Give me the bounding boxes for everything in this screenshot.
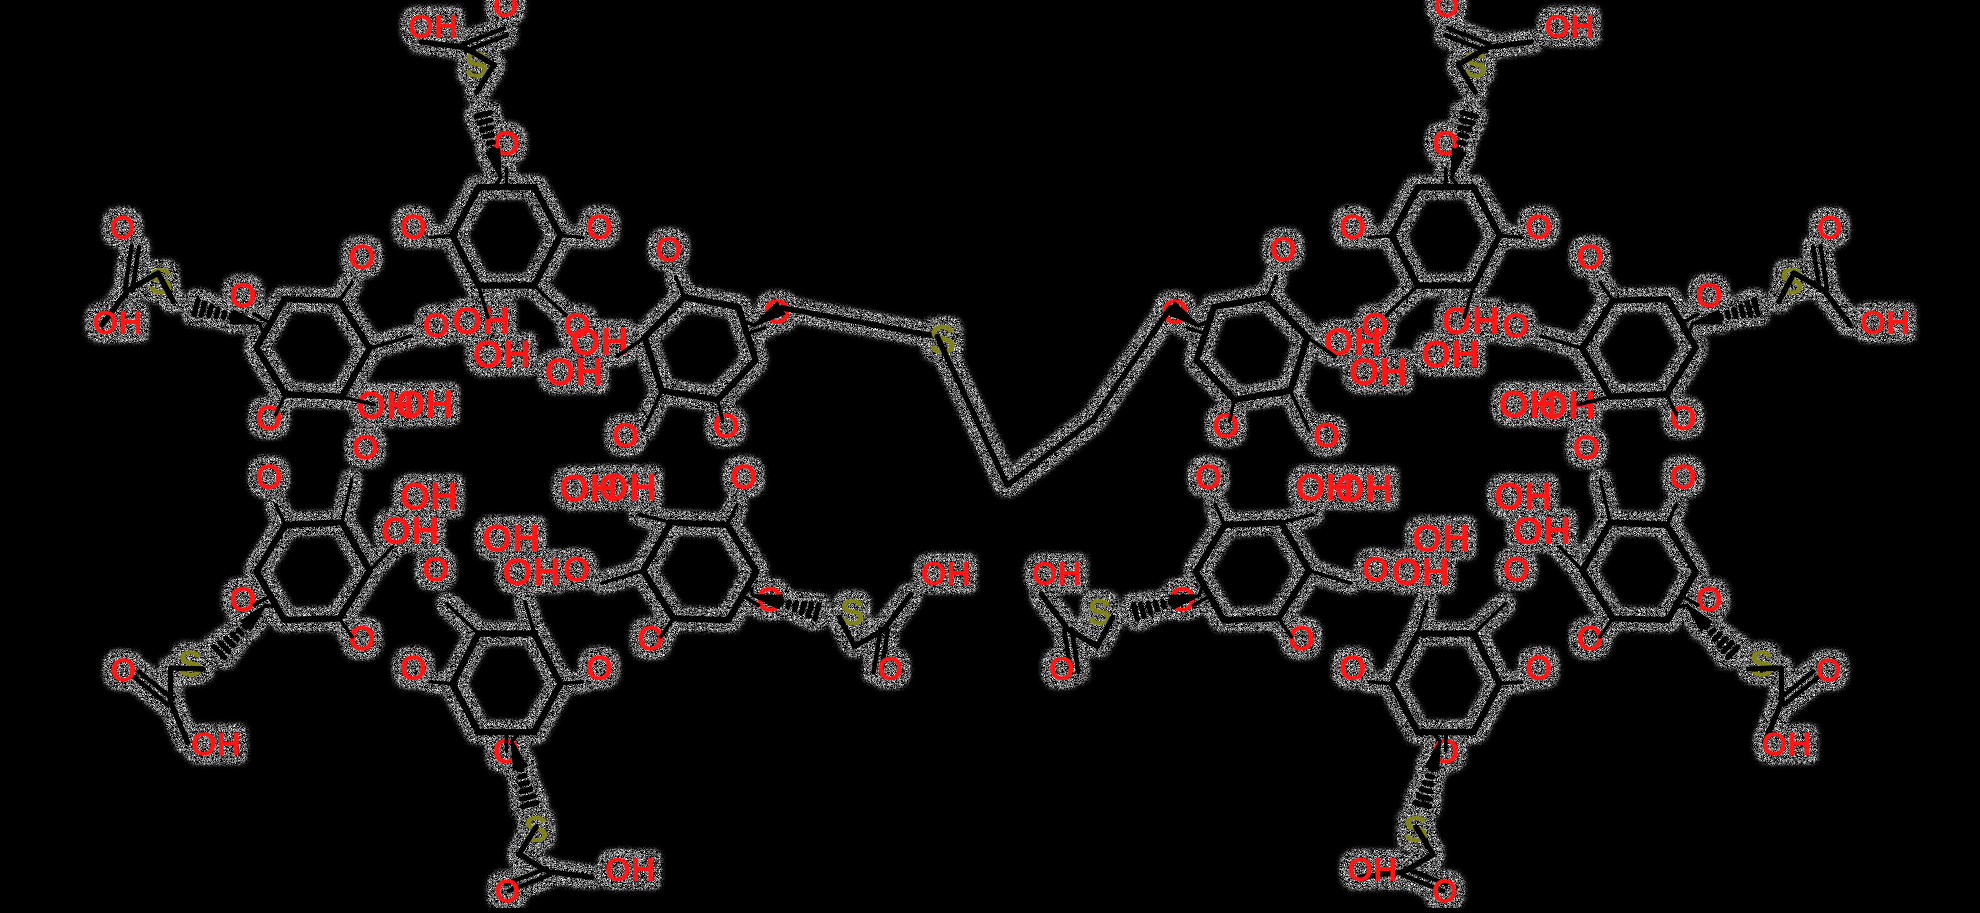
svg-text:O: O	[110, 653, 136, 690]
svg-text:O: O	[492, 0, 518, 25]
svg-text:O: O	[352, 428, 379, 467]
svg-text:OH: OH	[1544, 9, 1594, 46]
svg-text:O: O	[494, 873, 520, 908]
svg-text:OH: OH	[1442, 300, 1501, 343]
svg-text:O: O	[586, 649, 613, 688]
svg-text:O: O	[1434, 0, 1460, 25]
svg-text:O: O	[655, 230, 682, 269]
svg-text:OH: OH	[452, 300, 511, 343]
svg-text:OH: OH	[92, 305, 142, 342]
svg-text:OH: OH	[1323, 321, 1382, 364]
svg-text:O: O	[1362, 551, 1389, 590]
svg-text:O: O	[1817, 210, 1843, 247]
svg-text:O: O	[563, 551, 590, 590]
svg-text:OH: OH	[1347, 852, 1397, 889]
svg-text:S: S	[929, 316, 956, 362]
svg-text:OH: OH	[1860, 305, 1910, 342]
svg-text:OH: OH	[1513, 510, 1572, 553]
svg-text:S: S	[178, 642, 203, 684]
svg-text:O: O	[1195, 458, 1222, 497]
svg-text:O: O	[1573, 428, 1600, 467]
svg-text:OH: OH	[1391, 551, 1450, 594]
svg-text:O: O	[1576, 238, 1603, 277]
svg-text:OH: OH	[598, 467, 657, 510]
svg-text:O: O	[348, 238, 375, 277]
svg-text:O: O	[109, 210, 135, 247]
svg-text:O: O	[400, 649, 427, 688]
svg-text:O: O	[637, 619, 664, 658]
svg-text:OH: OH	[1032, 556, 1082, 593]
svg-text:O: O	[1503, 550, 1530, 589]
svg-text:OH: OH	[1295, 467, 1354, 510]
svg-text:OH: OH	[356, 385, 415, 428]
svg-text:O: O	[1816, 653, 1842, 690]
svg-text:O: O	[1525, 208, 1552, 247]
svg-text:OH: OH	[570, 321, 629, 364]
svg-text:O: O	[586, 208, 613, 247]
svg-text:O: O	[255, 458, 282, 497]
svg-text:O: O	[612, 416, 639, 455]
svg-text:OH: OH	[502, 551, 561, 594]
svg-text:O: O	[1576, 619, 1603, 658]
svg-text:O: O	[1339, 649, 1366, 688]
svg-text:OH: OH	[1538, 385, 1597, 428]
svg-text:O: O	[1525, 649, 1552, 688]
svg-text:OH: OH	[191, 727, 241, 764]
svg-text:O: O	[1502, 306, 1529, 345]
svg-text:O: O	[422, 306, 449, 345]
svg-text:OH: OH	[921, 556, 971, 593]
svg-text:O: O	[1432, 873, 1458, 908]
svg-text:O: O	[1669, 458, 1696, 497]
svg-text:OH: OH	[1761, 727, 1811, 764]
svg-text:O: O	[877, 651, 903, 688]
svg-text:O: O	[1313, 416, 1340, 455]
svg-text:O: O	[1288, 619, 1315, 658]
svg-text:O: O	[1270, 230, 1297, 269]
svg-text:OH: OH	[408, 9, 458, 46]
svg-text:S: S	[1749, 642, 1774, 684]
svg-text:O: O	[1339, 208, 1366, 247]
svg-text:O: O	[348, 619, 375, 658]
svg-text:O: O	[422, 550, 449, 589]
svg-text:O: O	[1049, 651, 1075, 688]
svg-text:O: O	[730, 458, 757, 497]
svg-text:OH: OH	[381, 510, 440, 553]
svg-text:O: O	[1212, 407, 1239, 446]
svg-text:O: O	[400, 208, 427, 247]
svg-text:O: O	[712, 407, 739, 446]
svg-text:OH: OH	[605, 852, 655, 889]
